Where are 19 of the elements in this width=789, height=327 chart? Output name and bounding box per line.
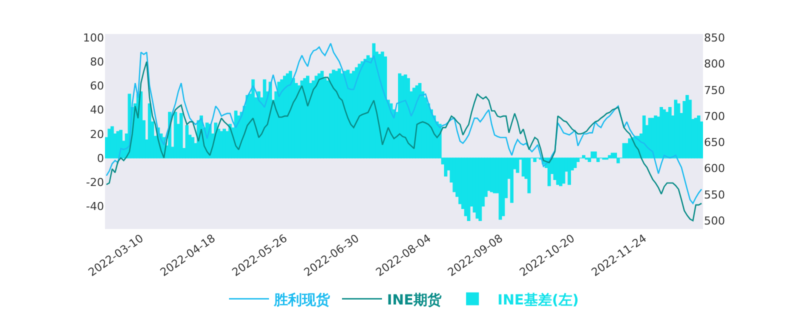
y-tick-label: 60 [90,80,104,93]
y-tick-label: 20 [90,128,104,141]
y2-tick-label: 700 [704,110,725,123]
y-tick-label: 80 [90,56,104,69]
y-tick-label: 100 [83,31,104,44]
y-tick-label: -40 [86,200,104,213]
y2-tick-label: 800 [704,58,725,71]
y-tick-label: -20 [86,176,104,189]
legend-label: 胜利现货 [273,292,331,308]
legend-label: INE期货 [387,292,442,308]
y2-tick-label: 600 [704,162,725,176]
y2-tick-label: 550 [704,188,725,202]
y2-tick-label: 850 [704,32,725,45]
y-tick-label: 0 [97,152,104,165]
y2-tick-label: 750 [704,84,725,97]
legend-label: INE基差(左) [497,292,579,308]
y2-tick-label: 650 [704,136,725,150]
y-tick-label: 40 [90,104,104,117]
y2-tick-label: 500 [704,214,725,228]
